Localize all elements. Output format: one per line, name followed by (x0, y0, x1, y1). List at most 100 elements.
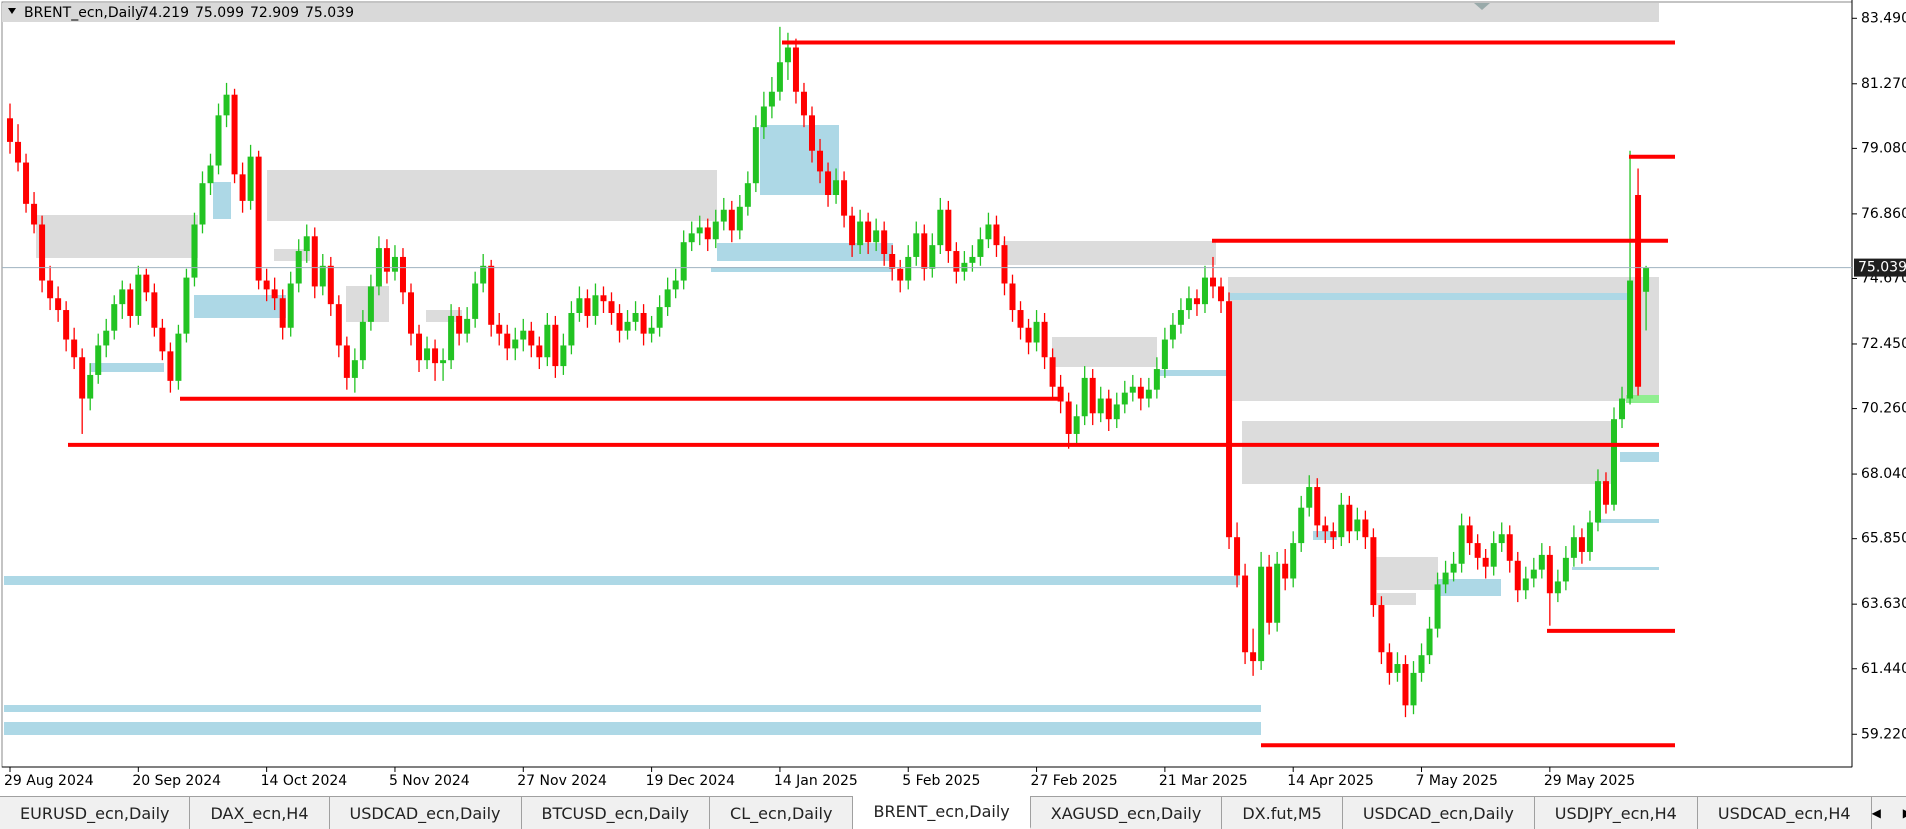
candle-body (1562, 557, 1569, 582)
candle-body (664, 289, 671, 308)
candle-body (1210, 277, 1216, 287)
x-tick-label: 29 Aug 2024 (4, 773, 94, 789)
candle-body (464, 318, 471, 334)
candle-body (103, 330, 110, 346)
candle-body (969, 256, 976, 263)
candle-body (648, 327, 655, 334)
tab[interactable]: DAX_ecn,H4 (190, 797, 330, 829)
candle-body (399, 256, 406, 293)
tab[interactable]: BTCUSD_ecn,Daily (522, 797, 711, 829)
candle-body (1145, 389, 1152, 399)
candle-body (865, 221, 872, 243)
candle-body (568, 312, 575, 346)
tab[interactable]: USDCAD_ecn,H4 (1698, 797, 1872, 829)
candle-body (720, 209, 727, 222)
candle-body (520, 330, 527, 340)
candle-body (55, 298, 62, 311)
candle-body (1049, 357, 1056, 387)
candle-body (1242, 575, 1249, 653)
candle-body (817, 150, 824, 172)
candle-body (1602, 481, 1609, 505)
candle-body (1081, 377, 1088, 417)
zone (213, 182, 231, 219)
candle-body (1234, 537, 1241, 576)
candle-body (472, 283, 479, 319)
zone (717, 243, 893, 261)
price-tag-label: 75.039 (1858, 260, 1906, 276)
zone (4, 576, 1240, 585)
tab[interactable]: USDCAD_ecn,Daily (330, 797, 522, 829)
tab[interactable]: USDCAD_ecn,Daily (1343, 797, 1535, 829)
candle-body (303, 236, 310, 252)
y-tick-label: 59.220 (1861, 726, 1906, 742)
candle-body (800, 91, 807, 116)
zone (1003, 241, 1216, 265)
candle-body (1450, 563, 1457, 573)
candle-body (825, 171, 832, 195)
candle-body (191, 224, 198, 278)
candle-body (351, 360, 358, 378)
candle-body (632, 312, 639, 322)
candle-body (287, 283, 294, 328)
candle-body (1619, 398, 1626, 420)
candle-body (343, 345, 350, 378)
tab[interactable]: XAGUSD_ecn,Daily (1031, 797, 1223, 829)
zone (4, 722, 1261, 735)
ohlc-value: 75.099 (195, 5, 244, 21)
candle-body (383, 248, 390, 272)
candle-body (680, 242, 687, 281)
candle-body (576, 298, 583, 313)
candle-body (175, 333, 182, 381)
zone (1242, 421, 1617, 484)
candle-body (231, 94, 238, 175)
ohlc-value: 74.219 (140, 5, 189, 21)
candle-body (263, 280, 270, 290)
candle-body (1169, 324, 1176, 340)
candle-body (768, 91, 775, 107)
candle-body (704, 227, 711, 240)
y-tick-label: 61.440 (1861, 661, 1906, 677)
levels (68, 40, 1675, 748)
zone (346, 286, 389, 322)
symbol: BRENT_ecn,Daily (24, 5, 143, 21)
candle-body (63, 310, 70, 340)
candle-body (1153, 369, 1160, 390)
candle-body (1442, 572, 1449, 585)
tab[interactable]: USDJPY_ecn,H4 (1535, 797, 1698, 829)
tab[interactable]: DX.fut,M5 (1222, 797, 1343, 829)
candles (7, 26, 1650, 718)
y-tick-label: 68.040 (1861, 466, 1906, 482)
tab[interactable]: CL_ecn,Daily (710, 797, 854, 829)
x-tick-label: 14 Jan 2025 (774, 773, 858, 789)
candle-body (31, 203, 38, 225)
candle-body (1586, 522, 1593, 552)
candle-body (881, 230, 888, 254)
candle-body (1105, 398, 1112, 420)
candle-body (319, 265, 326, 287)
candle-body (528, 330, 535, 346)
candle-body (1330, 531, 1337, 538)
candle-body (247, 156, 254, 201)
candle-body (1121, 392, 1128, 405)
zone (1626, 395, 1659, 403)
x-tick-label: 21 Mar 2025 (1159, 773, 1248, 789)
tab[interactable]: BRENT_ecn,Daily (853, 796, 1031, 829)
candle-body (215, 115, 222, 166)
scroll-right[interactable]: ▶ (1903, 806, 1906, 820)
candle-body (1635, 194, 1642, 387)
candle-body (889, 253, 896, 269)
scroll-left[interactable]: ◀ (1871, 806, 1881, 820)
candle-body (1370, 537, 1377, 606)
y-tick-label: 81.270 (1861, 76, 1906, 92)
candle-body (1538, 554, 1545, 570)
candle-body (1458, 525, 1465, 564)
candle-body (239, 174, 246, 201)
candle-body (1009, 283, 1016, 311)
scroll-marker (1474, 3, 1490, 10)
collapse-icon[interactable] (8, 8, 16, 14)
tab[interactable]: EURUSD_ecn,Daily (0, 797, 191, 829)
zone (91, 363, 164, 372)
candle-body (1362, 519, 1369, 538)
candle-body (119, 289, 126, 305)
